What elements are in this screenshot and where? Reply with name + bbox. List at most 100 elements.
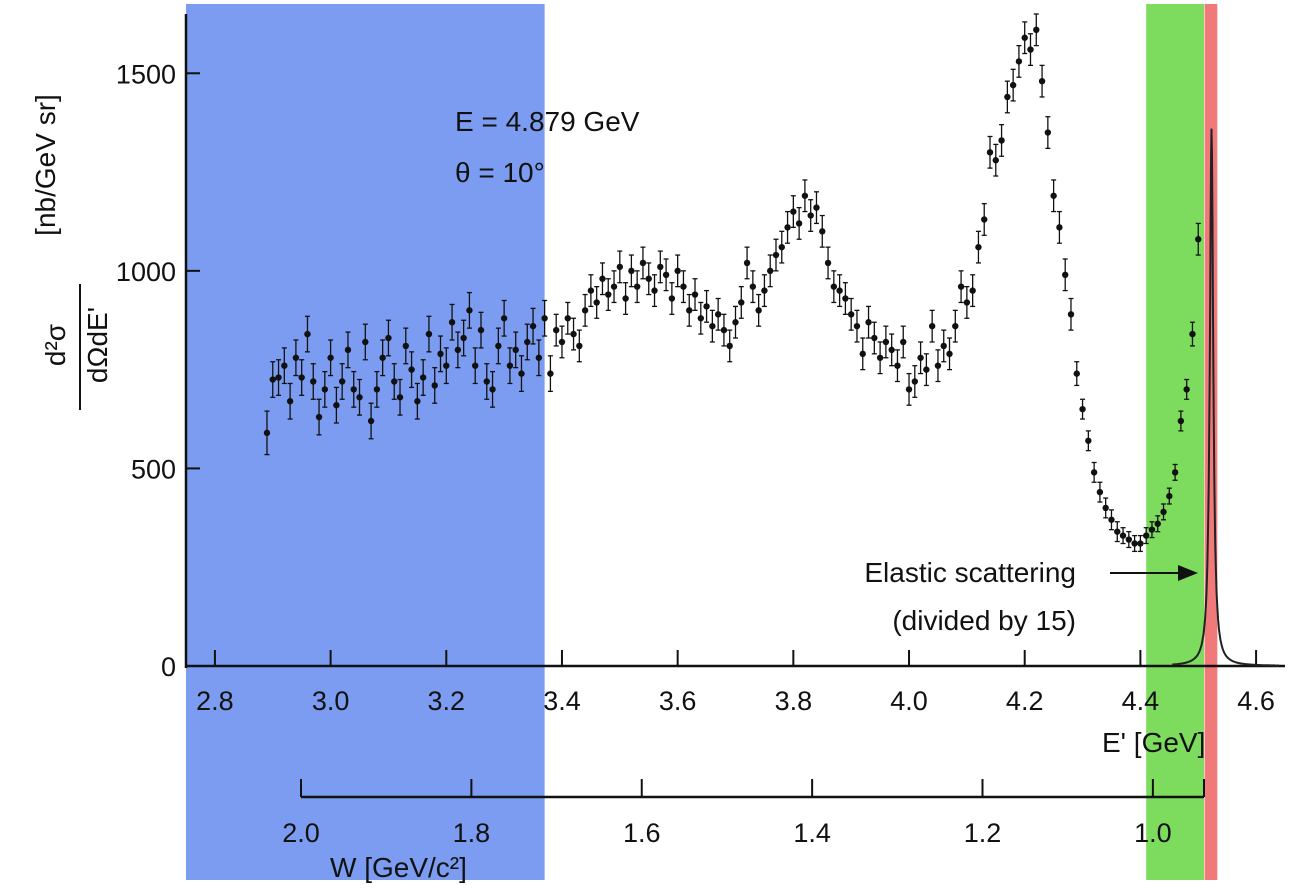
data-marker <box>1015 58 1023 65</box>
data-point <box>853 309 861 343</box>
data-marker <box>952 322 959 330</box>
data-point <box>500 299 508 337</box>
data-marker <box>321 386 329 393</box>
data-point <box>674 254 681 288</box>
data-point <box>350 370 357 408</box>
data-point <box>396 378 404 416</box>
data-point <box>373 370 381 408</box>
data-marker <box>1038 77 1046 85</box>
data-marker <box>651 287 658 294</box>
data-point <box>628 254 635 288</box>
data-point <box>645 262 652 296</box>
data-marker <box>894 362 901 369</box>
data-point <box>900 325 907 359</box>
data-point <box>1171 463 1179 481</box>
data-marker <box>1160 508 1167 516</box>
data-point <box>790 195 797 229</box>
data-point <box>680 270 687 304</box>
data-marker <box>1114 528 1121 535</box>
data-marker <box>801 192 809 199</box>
data-marker <box>738 299 745 306</box>
data-point <box>952 309 959 343</box>
data-marker <box>396 394 404 401</box>
data-marker <box>1033 26 1040 34</box>
data-marker <box>425 330 433 338</box>
data-marker <box>755 307 762 314</box>
data-point <box>992 143 999 177</box>
data-marker <box>940 342 947 350</box>
data-point <box>448 303 456 341</box>
data-marker <box>998 137 1005 144</box>
data-point <box>928 309 936 343</box>
data-marker <box>865 319 872 326</box>
data-marker <box>732 319 739 326</box>
data-marker <box>500 315 508 322</box>
data-point <box>668 282 676 315</box>
data-point <box>1131 534 1138 553</box>
data-marker <box>639 259 647 267</box>
data-point <box>419 359 427 396</box>
data-marker <box>581 307 589 314</box>
data-marker <box>830 283 838 290</box>
data-point <box>778 230 785 264</box>
data-marker <box>911 378 919 385</box>
data-marker <box>622 295 629 302</box>
data-marker <box>628 267 635 275</box>
x-tick-label: 4.6 <box>1237 686 1275 716</box>
data-point <box>1166 487 1173 505</box>
data-point <box>529 307 537 345</box>
data-marker <box>414 398 421 405</box>
data-marker <box>842 295 849 302</box>
data-marker <box>281 362 288 369</box>
data-marker <box>454 346 462 354</box>
data-point <box>558 325 566 359</box>
data-marker <box>668 295 676 302</box>
data-point <box>813 191 820 225</box>
data-marker <box>304 330 311 338</box>
data-marker <box>703 303 710 310</box>
data-point <box>934 349 942 383</box>
data-point <box>495 327 502 365</box>
data-marker <box>310 378 317 385</box>
data-point <box>304 315 311 353</box>
data-point <box>911 365 919 398</box>
data-marker <box>466 307 473 314</box>
data-marker <box>315 413 323 421</box>
data-marker <box>1021 34 1028 41</box>
data-point <box>437 335 444 373</box>
blue-region <box>186 4 545 880</box>
data-point <box>795 206 803 240</box>
w-tick-label: 1.2 <box>964 818 1002 848</box>
data-marker <box>564 315 571 322</box>
data-marker <box>443 362 450 369</box>
data-marker <box>633 283 641 290</box>
data-point <box>726 329 733 363</box>
data-point <box>1148 521 1156 539</box>
data-marker <box>662 271 670 278</box>
data-point <box>367 402 375 440</box>
data-point <box>443 347 450 385</box>
data-point <box>541 299 548 337</box>
data-marker <box>558 338 566 346</box>
data-marker <box>1027 46 1034 53</box>
data-point <box>321 370 329 408</box>
data-point <box>709 309 716 343</box>
data-point <box>512 331 519 369</box>
data-marker <box>674 267 681 275</box>
x-tick-label: 2.8 <box>196 686 234 716</box>
data-marker <box>981 216 988 223</box>
axes: 0 500 1000 1500 2.8 3.0 3.2 3.4 3.6 3.8 4.0 4.2 4.4 4… <box>116 14 1285 848</box>
data-point <box>946 337 953 371</box>
data-point <box>1044 116 1052 150</box>
data-marker <box>657 263 664 271</box>
data-point <box>1038 64 1046 98</box>
data-marker <box>934 362 942 369</box>
data-point <box>986 135 994 169</box>
data-marker <box>1154 520 1161 527</box>
data-point <box>1056 210 1063 244</box>
data-point <box>940 329 947 363</box>
data-marker <box>888 346 895 354</box>
data-point <box>1073 361 1080 387</box>
data-marker <box>709 322 716 330</box>
